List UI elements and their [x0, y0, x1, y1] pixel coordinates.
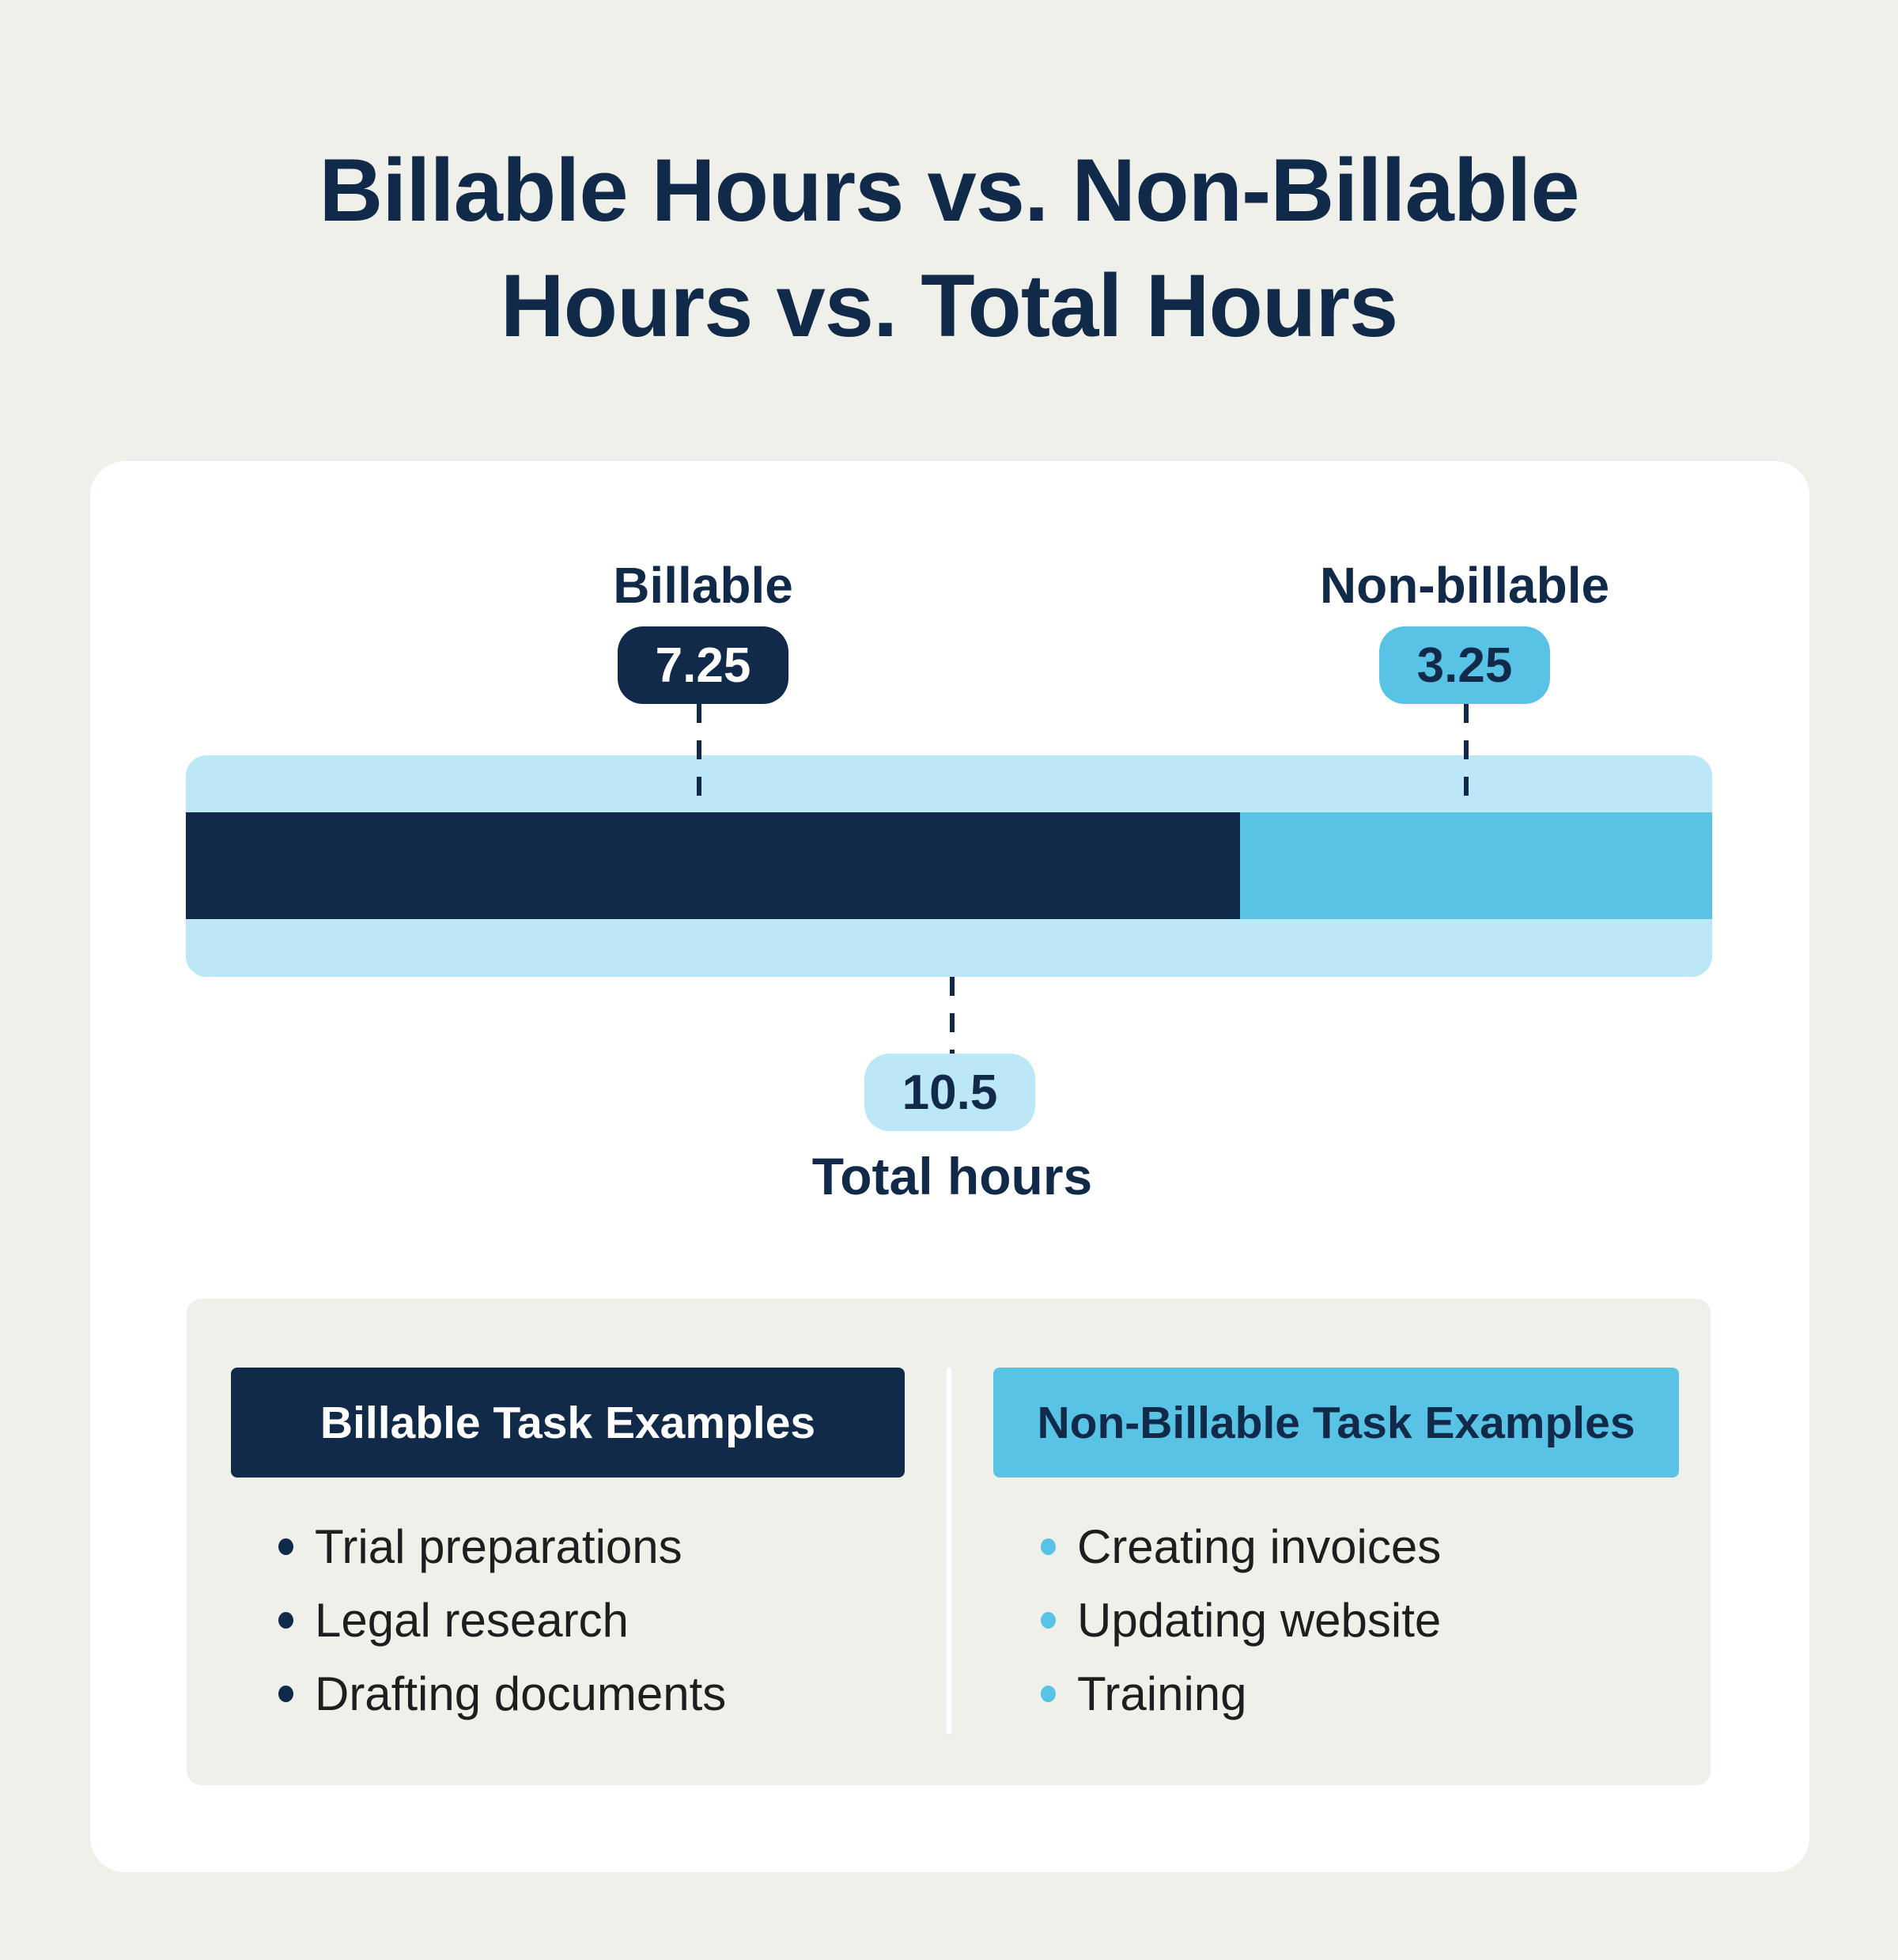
- nonbillable-task-list: Creating invoices Updating website Train…: [1041, 1510, 1441, 1731]
- total-hours-bar: [186, 755, 1712, 977]
- total-connector-line: [950, 977, 955, 1054]
- billable-task-list: Trial preparations Legal research Drafti…: [278, 1510, 726, 1731]
- total-hours-label: Total hours: [811, 1147, 1093, 1205]
- bullet-dot-icon: [278, 1686, 293, 1702]
- billable-bar-segment: [186, 812, 1240, 919]
- nonbillable-connector-line: [1464, 704, 1469, 812]
- billable-value-badge: 7.25: [618, 626, 788, 704]
- task-item: Training: [1041, 1657, 1441, 1731]
- column-divider: [947, 1368, 951, 1735]
- nonbillable-bar-segment: [1239, 812, 1712, 919]
- task-item: Creating invoices: [1041, 1510, 1441, 1584]
- task-item: Trial preparations: [278, 1510, 726, 1584]
- chart-card: Billable Non-billable 7.25 3.25 10.5 Tot…: [90, 461, 1809, 1872]
- bullet-dot-icon: [278, 1612, 293, 1629]
- task-item-label: Updating website: [1077, 1594, 1442, 1647]
- bullet-dot-icon: [278, 1538, 293, 1555]
- task-item: Drafting documents: [278, 1657, 726, 1731]
- task-examples-panel: Billable Task Examples Non-Billable Task…: [187, 1299, 1711, 1785]
- task-item-label: Drafting documents: [315, 1667, 727, 1720]
- page-title: Billable Hours vs. Non-Billable Hours vs…: [0, 133, 1898, 364]
- task-item-label: Legal research: [315, 1594, 629, 1647]
- task-item: Legal research: [278, 1584, 726, 1657]
- nonbillable-label: Non-billable: [1319, 557, 1610, 614]
- task-item-label: Creating invoices: [1077, 1520, 1442, 1573]
- bullet-dot-icon: [1041, 1612, 1056, 1629]
- title-line-1: Billable Hours vs. Non-Billable: [319, 141, 1579, 240]
- bullet-dot-icon: [1041, 1538, 1056, 1555]
- billable-label: Billable: [613, 557, 793, 614]
- task-item-label: Trial preparations: [315, 1520, 682, 1573]
- nonbillable-tasks-header: Non-Billable Task Examples: [993, 1368, 1679, 1478]
- stacked-bar: [186, 812, 1712, 919]
- total-value-badge: 10.5: [864, 1054, 1035, 1131]
- nonbillable-value-badge: 3.25: [1379, 626, 1550, 704]
- task-item: Updating website: [1041, 1584, 1441, 1657]
- title-line-2: Hours vs. Total Hours: [500, 256, 1398, 355]
- billable-connector-line: [697, 704, 701, 812]
- billable-tasks-header: Billable Task Examples: [231, 1368, 905, 1478]
- bullet-dot-icon: [1041, 1686, 1056, 1702]
- task-item-label: Training: [1077, 1667, 1247, 1720]
